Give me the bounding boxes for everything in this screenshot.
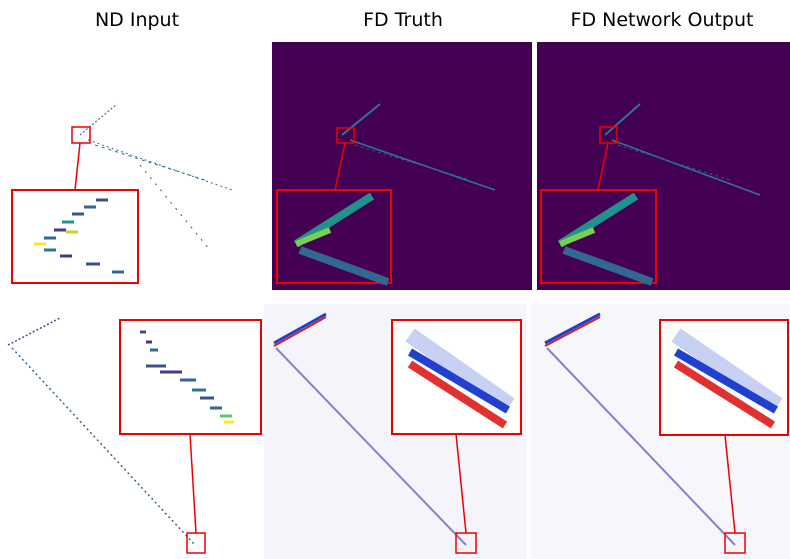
column-title: FD Network Output [571, 9, 754, 31]
fd-truth-bottom [264, 304, 526, 559]
fd-output-bottom [530, 304, 790, 559]
fd-truth-top [272, 42, 532, 290]
nd-input-bottom [7, 317, 262, 554]
column-title: ND Input [95, 9, 179, 31]
column-title: FD Truth [363, 9, 443, 31]
fd-output-top [537, 42, 790, 290]
nd-input-top [11, 103, 233, 284]
